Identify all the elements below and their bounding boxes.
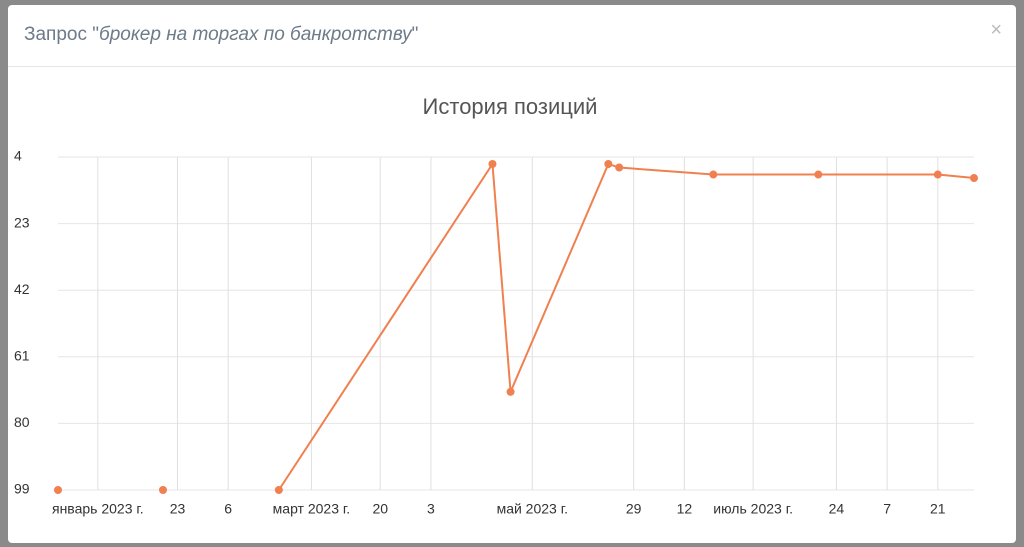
point [615,163,624,172]
point [158,486,167,494]
line [278,161,975,491]
x-tick-label: 23 [170,501,186,517]
x-tick-label: 20 [372,501,388,517]
x-tick-label: 6 [224,501,232,517]
title-prefix: Запрос " [24,24,99,45]
chart-title: История позиций [423,94,598,119]
x-tick-label: 29 [626,501,642,517]
point [488,160,497,169]
x-tick-label: июль 2023 г. [713,501,793,517]
y-tick-label: 42 [14,281,30,297]
x-tick-label: 3 [427,501,435,517]
point [54,486,62,494]
x-tick-label: январь 2023 г. [52,501,144,517]
point [604,160,613,169]
x-tick-label: 12 [677,501,693,517]
y-tick-label: 4 [14,148,22,164]
x-tick-label: 21 [930,501,946,517]
point [970,174,978,183]
x-tick-label: март 2023 г. [273,501,351,517]
point [506,387,515,396]
x-tick-label: 24 [829,501,845,517]
x-tick-label: май 2023 г. [497,501,568,517]
modal-title: Запрос "брокер на торгах по банкротству" [24,24,418,46]
modal-header: Запрос "брокер на торгах по банкротству"… [8,5,1016,67]
title-suffix: " [411,24,419,45]
y-tick-label: 23 [14,214,30,230]
point [709,170,718,179]
point [814,170,823,179]
close-button[interactable]: × [990,19,1002,41]
point [274,486,283,494]
y-tick-label: 99 [14,481,30,497]
y-tick-label: 61 [14,348,30,364]
y-tick-label: 80 [14,414,30,430]
modal: Запрос "брокер на торгах по банкротству"… [8,5,1016,543]
point [933,170,942,179]
x-tick-label: 7 [883,501,891,517]
query: брокер на торгах по банкротству [99,24,412,45]
